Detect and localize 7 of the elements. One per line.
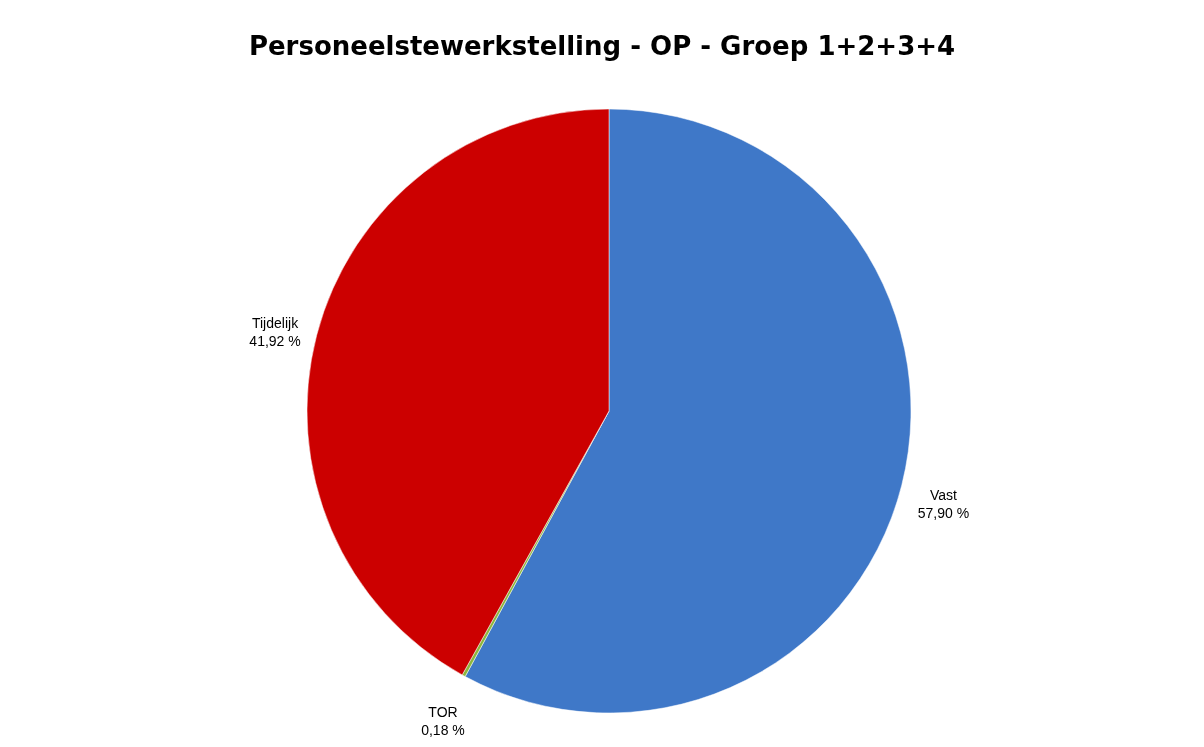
chart-title: Personeelstewerkstelling - OP - Groep 1+2+3+4 bbox=[248, 31, 956, 61]
slice-label: Vast bbox=[929, 486, 958, 503]
slice-label: TOR bbox=[428, 704, 458, 721]
data-label: 57,90 % bbox=[917, 504, 970, 521]
data-label: 41,92 % bbox=[249, 333, 301, 350]
data-label: 0,18 % bbox=[421, 722, 465, 739]
slice-label: Tijdelijk bbox=[251, 315, 300, 332]
